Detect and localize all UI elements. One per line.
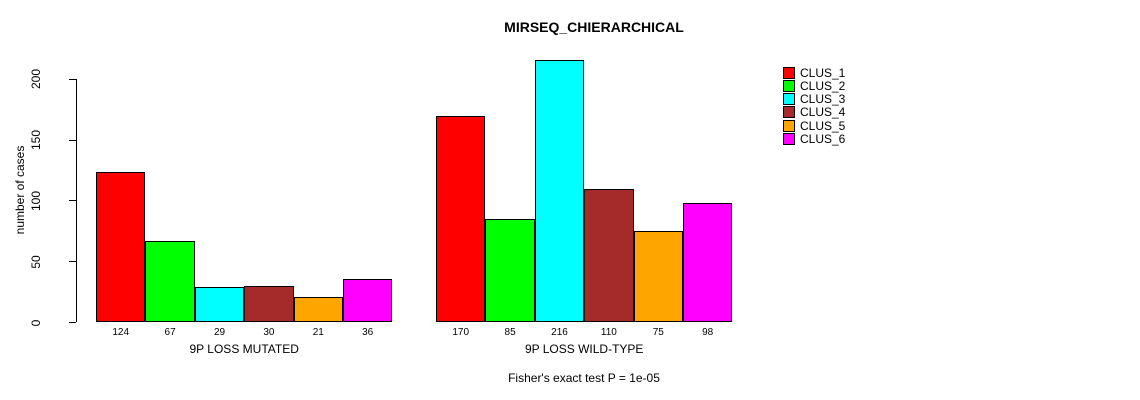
legend-label-clus_3: CLUS_3	[800, 92, 846, 107]
bar-value-label: 21	[312, 327, 324, 338]
bar-value-label: 36	[362, 327, 374, 338]
bar-clus_3-9p-loss-wild-type	[534, 59, 585, 323]
legend-label-clus_5: CLUS_5	[800, 118, 846, 133]
y-tick-label: 50	[29, 255, 43, 269]
bar-value-label: 30	[263, 327, 275, 338]
bar-clus_4-9p-loss-wild-type	[584, 188, 634, 323]
y-tick-mark	[69, 321, 76, 324]
legend-label-clus_1: CLUS_1	[800, 65, 846, 80]
group-label-9p-loss-mutated: 9P LOSS MUTATED	[189, 342, 299, 356]
bar-clus_5-9p-loss-mutated	[293, 296, 343, 323]
bar-clus_1-9p-loss-wild-type	[436, 115, 486, 323]
bar-clus_5-9p-loss-wild-type	[633, 231, 683, 323]
legend-label-clus_6: CLUS_6	[800, 132, 846, 146]
bar-clus_6-9p-loss-wild-type	[683, 203, 733, 323]
y-tick-mark	[69, 139, 76, 141]
y-tick-label: 100	[29, 190, 43, 211]
legend-swatch-clus_2	[783, 79, 795, 92]
group-label-9p-loss-wild-type: 9P LOSS WILD-TYPE	[524, 342, 644, 356]
legend-label-clus_4: CLUS_4	[800, 105, 846, 120]
y-axis-label: number of cases	[13, 145, 27, 235]
legend-label-clus_2: CLUS_2	[800, 78, 846, 93]
y-tick-mark	[69, 78, 76, 80]
bar-value-label: 98	[702, 327, 714, 338]
y-tick-mark	[69, 261, 76, 263]
bar-value-label: 85	[504, 327, 516, 338]
y-tick-mark	[69, 200, 76, 202]
bar-clus_1-9p-loss-mutated	[96, 171, 146, 323]
legend-swatch-clus_4	[783, 106, 795, 119]
bar-clus_6-9p-loss-mutated	[343, 278, 393, 323]
bar-value-label: 170	[452, 327, 470, 338]
bar-value-label: 124	[112, 327, 130, 338]
legend-swatch-clus_1	[783, 66, 795, 79]
legend-swatch-clus_6	[783, 133, 795, 145]
chart-title: MIRSEQ_CHIERARCHICAL	[504, 19, 684, 35]
legend-swatch-clus_5	[783, 119, 795, 132]
bar-clus_3-9p-loss-mutated	[194, 287, 245, 323]
bar-clus_2-9p-loss-wild-type	[485, 219, 535, 323]
bar-value-label: 75	[652, 327, 664, 338]
fishers-test-annotation: Fisher's exact test P = 1e-05	[508, 371, 660, 385]
bar-value-label: 29	[213, 327, 226, 338]
y-tick-label: 150	[29, 130, 43, 151]
y-axis-line	[76, 79, 78, 323]
legend-swatch-clus_3	[783, 93, 795, 106]
bar-clus_4-9p-loss-mutated	[244, 286, 294, 323]
y-tick-label: 200	[29, 69, 43, 90]
bar-clus_2-9p-loss-mutated	[145, 241, 195, 323]
bar-value-label: 110	[600, 327, 617, 338]
y-tick-label: 0	[29, 319, 43, 326]
bar-value-label: 216	[551, 327, 568, 338]
bar-value-label: 67	[164, 327, 176, 338]
